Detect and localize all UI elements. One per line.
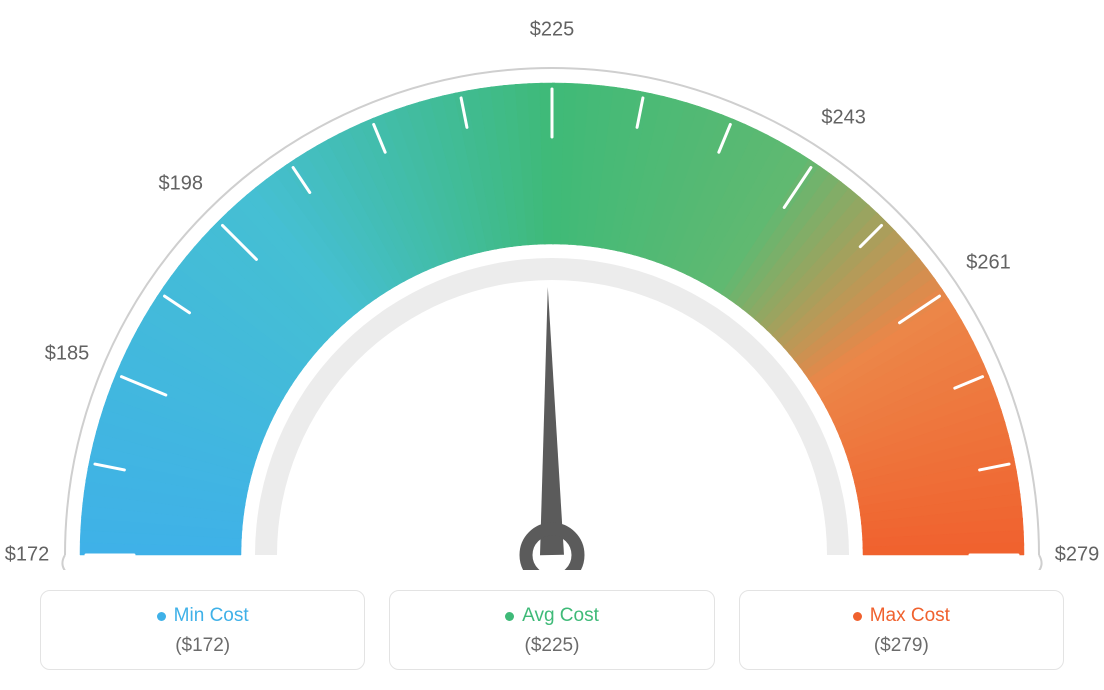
cost-gauge-container: $172 $185 $198 $225 $243 $261 $279 Min Cost ($… <box>0 0 1104 690</box>
legend-max-box: Max Cost ($279) <box>739 590 1064 670</box>
legend-avg-text: Avg Cost <box>522 605 599 627</box>
gauge-svg <box>0 0 1104 570</box>
legend-avg-value: ($225) <box>400 635 703 657</box>
legend-avg-label: Avg Cost <box>505 605 599 627</box>
gauge-chart: $172 $185 $198 $225 $243 $261 $279 <box>0 0 1104 570</box>
legend-min-label: Min Cost <box>157 605 249 627</box>
legend-min-text: Min Cost <box>174 605 249 627</box>
legend-max-label: Max Cost <box>853 605 950 627</box>
dot-icon <box>505 612 514 621</box>
legend-max-value: ($279) <box>750 635 1053 657</box>
legend-min-value: ($172) <box>51 635 354 657</box>
gauge-tick-label: $172 <box>5 544 50 567</box>
legend-max-text: Max Cost <box>870 605 950 627</box>
legend-row: Min Cost ($172) Avg Cost ($225) Max Cost… <box>40 590 1064 670</box>
gauge-tick-label: $225 <box>530 19 575 42</box>
gauge-tick-label: $243 <box>821 107 866 130</box>
dot-icon <box>157 612 166 621</box>
gauge-tick-label: $198 <box>159 172 204 195</box>
legend-avg-box: Avg Cost ($225) <box>389 590 714 670</box>
gauge-tick-label: $279 <box>1055 544 1100 567</box>
legend-min-box: Min Cost ($172) <box>40 590 365 670</box>
dot-icon <box>853 612 862 621</box>
gauge-tick-label: $185 <box>45 343 90 366</box>
gauge-tick-label: $261 <box>966 252 1011 275</box>
